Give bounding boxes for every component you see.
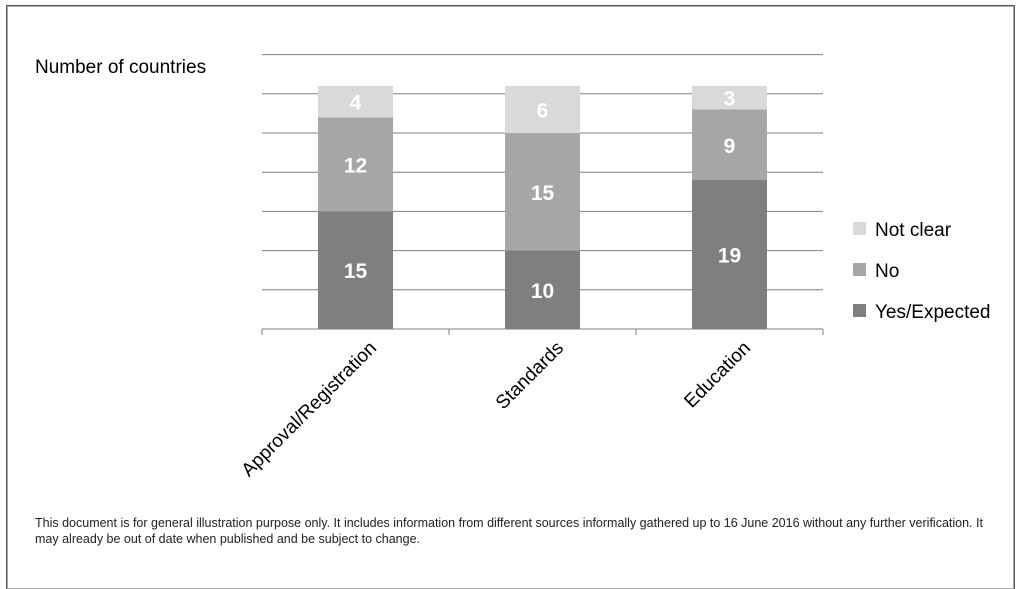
data-label: 15: [531, 182, 555, 205]
chart-frame: [6, 5, 1015, 589]
bar-segment: [692, 180, 767, 329]
disclaimer-note: This document is for general illustratio…: [35, 516, 983, 546]
bar-segment: [505, 133, 580, 251]
data-label: 10: [531, 280, 554, 303]
bar-segment: [692, 109, 767, 181]
legend-label: No: [875, 261, 899, 282]
x-tick-label: Approval/Registration: [238, 338, 381, 481]
data-label: 4: [350, 92, 362, 115]
bar-segment: [318, 211, 393, 329]
data-labels: 15 12 4 10 15 6 19 9 3: [344, 88, 741, 303]
x-tick-labels: Approval/Registration Standards Education: [238, 338, 755, 481]
legend-swatch: [853, 222, 866, 235]
bar-segment: [318, 117, 393, 212]
x-tick-label: Standards: [492, 338, 568, 414]
bar-segment: [318, 85, 393, 118]
legend-label: Yes/Expected: [875, 302, 991, 323]
data-label: 12: [344, 154, 367, 177]
y-axis-label: Number of countries: [35, 57, 206, 78]
bar-segment: [505, 250, 580, 329]
data-label: 9: [724, 135, 736, 158]
data-label: 3: [724, 88, 736, 111]
bar-segment: [692, 85, 767, 110]
data-label: 15: [344, 260, 368, 283]
data-label: 19: [718, 245, 741, 268]
legend-swatch: [853, 263, 866, 276]
x-axis: [261, 328, 824, 335]
data-label: 6: [537, 99, 549, 122]
legend: Not clear No Yes/Expected: [853, 220, 991, 323]
bars: [318, 85, 767, 329]
legend-label: Not clear: [875, 220, 952, 241]
x-tick-label: Education: [680, 338, 755, 413]
legend-swatch: [853, 304, 866, 317]
bar-segment: [505, 85, 580, 133]
